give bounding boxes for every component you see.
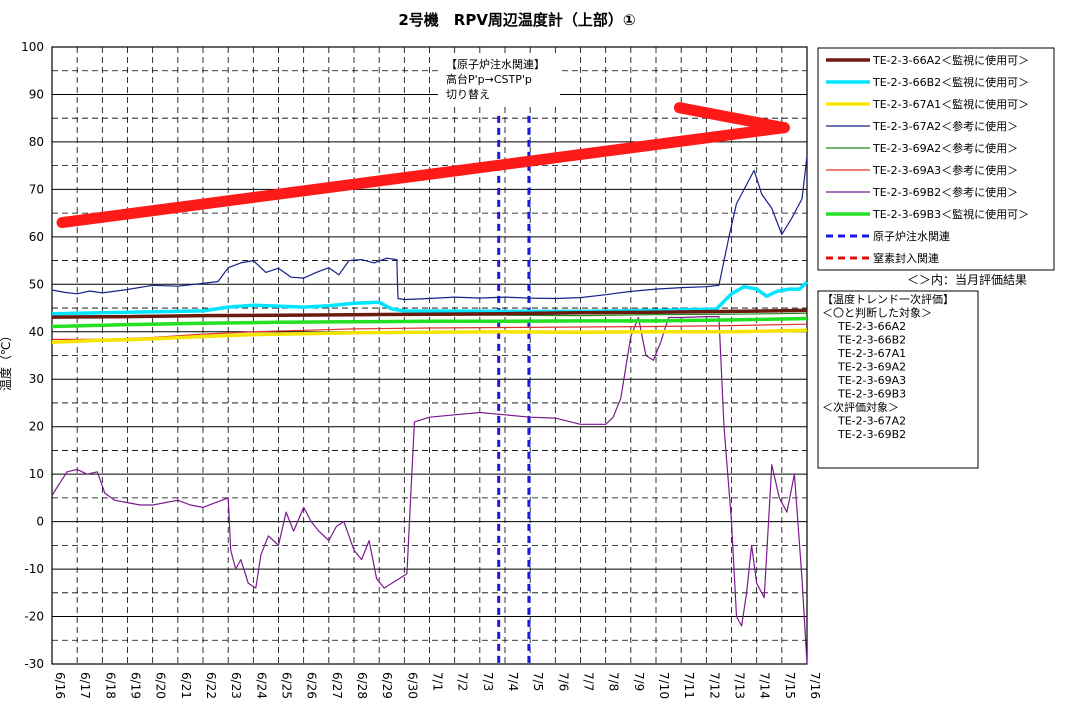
y-tick-label: 80 — [29, 135, 44, 149]
trend-arrow — [56, 102, 790, 229]
evaluation-line: TE-2-3-69B3 — [837, 388, 906, 401]
arrow-head — [673, 102, 790, 134]
legend-label: 原子炉注水関連 — [873, 229, 950, 243]
x-tick-label: 7/8 — [607, 672, 621, 691]
x-tick-label: 7/3 — [481, 672, 495, 691]
y-tick-label: 50 — [29, 277, 44, 291]
y-tick-label: 60 — [29, 230, 44, 244]
evaluation-line: TE-2-3-69A2 — [837, 361, 906, 374]
legend-label: TE-2-3-69B3＜監視に使用可＞ — [872, 207, 1029, 221]
legend-box — [817, 47, 1055, 271]
legend-note: ＜＞内：当月評価結果 — [907, 272, 1027, 287]
x-tick-label: 6/28 — [355, 672, 369, 699]
grid — [51, 46, 808, 665]
series-lines — [51, 156, 809, 665]
y-axis-title: 温度（℃） — [0, 330, 13, 391]
evaluation-line: TE-2-3-67A2 — [837, 415, 906, 428]
y-tick-label: 90 — [29, 87, 44, 101]
annotation-line: 高台P'p→CSTP'p — [446, 72, 532, 86]
chart-title: 2号機 RPV周辺温度計（上部）① — [398, 11, 635, 29]
legend-label: TE-2-3-69B2＜参考に使用＞ — [872, 185, 1018, 199]
x-tick-label: 7/5 — [531, 672, 545, 691]
y-tick-label: 30 — [29, 372, 44, 386]
annotation-line: 切り替え — [446, 87, 490, 101]
x-tick-label: 6/20 — [154, 672, 168, 699]
legend: TE-2-3-66A2＜監視に使用可＞ TE-2-3-66B2＜監視に使用可＞ TE… — [817, 47, 1055, 271]
x-tick-label: 6/30 — [405, 672, 419, 699]
x-tick-label: 6/17 — [78, 672, 92, 699]
y-tick-label: 100 — [21, 40, 44, 54]
legend-label: TE-2-3-69A3＜参考に使用＞ — [872, 163, 1018, 177]
x-tick-label: 6/21 — [179, 672, 193, 699]
legend-label: TE-2-3-69A2＜参考に使用＞ — [872, 141, 1018, 155]
annotation-bg — [438, 56, 560, 106]
y-tick-label: 0 — [36, 515, 44, 529]
x-tick-label: 7/12 — [707, 672, 721, 699]
series-line — [51, 280, 809, 316]
y-tick-label: -30 — [24, 657, 44, 671]
arrow-shaft — [56, 122, 790, 229]
x-tick-label: 7/4 — [506, 672, 520, 691]
legend-label: TE-2-3-66B2＜監視に使用可＞ — [872, 75, 1029, 89]
x-tick-label: 6/24 — [254, 672, 268, 699]
y-tick-label: 20 — [29, 420, 44, 434]
x-tick-label: 6/27 — [330, 672, 344, 699]
series-line — [51, 328, 808, 344]
x-tick-label: 6/22 — [204, 672, 218, 699]
x-tick-label: 7/10 — [657, 672, 671, 699]
evaluation-line: TE-2-3-69B2 — [837, 428, 906, 441]
legend-label: 窒素封入関連 — [873, 251, 939, 265]
y-tick-label: -20 — [24, 610, 44, 624]
evaluation-line: TE-2-3-67A1 — [837, 347, 906, 360]
x-tick-label: 7/9 — [632, 672, 646, 691]
evaluation-line: ＜次評価対象＞ — [822, 400, 899, 414]
evaluation-line: 【温度トレンド一次評価】 — [822, 292, 954, 306]
event-lines — [497, 115, 531, 664]
legend-label: TE-2-3-66A2＜監視に使用可＞ — [872, 53, 1029, 67]
x-tick-label: 7/11 — [682, 672, 696, 699]
legend-label: TE-2-3-67A1＜監視に使用可＞ — [872, 97, 1029, 111]
evaluation-line: TE-2-3-66A2 — [837, 320, 906, 333]
x-tick-label: 7/15 — [783, 672, 797, 699]
x-tick-label: 6/23 — [229, 672, 243, 699]
series-line — [51, 316, 808, 329]
evaluation-frame — [817, 290, 979, 469]
evaluation-line: TE-2-3-69A3 — [837, 374, 906, 387]
y-tick-label: 70 — [29, 182, 44, 196]
evaluation-box: 【温度トレンド一次評価】＜〇と判断した対象＞TE-2-3-66A2TE-2-3-… — [817, 290, 979, 469]
x-tick-label: 6/26 — [305, 672, 319, 699]
x-tick-label: 7/13 — [733, 672, 747, 699]
series-line — [51, 156, 808, 301]
plot-frame — [51, 46, 808, 665]
x-tick-label: 7/7 — [582, 672, 596, 691]
x-tick-label: 6/18 — [103, 672, 117, 699]
annotation-line: 【原子炉注水関連】 — [446, 57, 545, 71]
y-tick-label: 10 — [29, 467, 44, 481]
x-tick-label: 6/29 — [380, 672, 394, 699]
x-tick-label: 7/16 — [808, 672, 822, 699]
series-line — [51, 316, 808, 665]
x-tick-label: 6/16 — [53, 672, 67, 699]
y-tick-labels: -30 -20 -10 0 10 20 30 40 50 60 70 80 90 100 — [21, 40, 44, 671]
x-tick-label: 7/1 — [431, 672, 445, 691]
x-tick-label: 6/25 — [280, 672, 294, 699]
x-tick-label: 7/6 — [556, 672, 570, 691]
y-tick-label: -10 — [24, 562, 44, 576]
x-tick-label: 7/2 — [456, 672, 470, 691]
evaluation-line: ＜〇と判断した対象＞ — [822, 306, 932, 320]
evaluation-line: TE-2-3-66B2 — [837, 334, 906, 347]
series-line — [51, 308, 808, 319]
x-tick-label: 7/14 — [758, 672, 772, 699]
y-tick-label: 40 — [29, 325, 44, 339]
x-tick-labels: 6/16 6/17 6/18 6/19 6/20 6/21 6/22 6/23 6/24 6/25… — [53, 672, 822, 699]
legend-label: TE-2-3-67A2＜参考に使用＞ — [872, 119, 1018, 133]
x-tick-label: 6/19 — [129, 672, 143, 699]
